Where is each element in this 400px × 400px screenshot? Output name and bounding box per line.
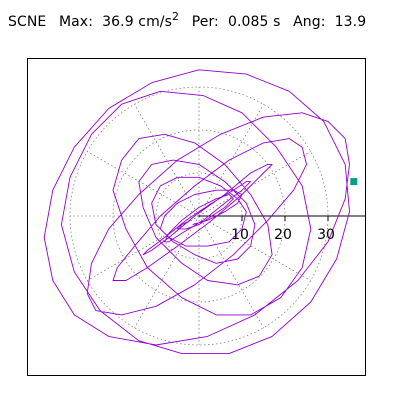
plot-header: SCNE Max: 36.9 cm/s2 Per: 0.085 s Ang: 1…	[8, 10, 367, 30]
grid-spoke	[198, 104, 264, 217]
grid-spoke	[198, 151, 311, 217]
grid-spoke	[134, 215, 200, 328]
grid-spoke	[198, 215, 311, 281]
ring-label-10: 10	[231, 227, 249, 243]
component-label: SCNE	[8, 14, 47, 30]
ring-label-30: 30	[317, 227, 335, 243]
motion-trace	[43, 69, 350, 355]
grid-spoke	[198, 215, 264, 328]
max-label: Max:	[58, 14, 94, 30]
per-label: Per:	[191, 14, 219, 30]
hodogram-chart: 10 20 30	[43, 69, 365, 355]
max-marker	[350, 178, 358, 186]
grid-spoke	[87, 151, 200, 217]
hodogram-plot: 10 20 30	[27, 58, 366, 376]
max-value: 36.9	[102, 14, 134, 30]
max-unit: cm/s	[138, 14, 173, 30]
ang-label: Ang:	[293, 14, 326, 30]
ring-label-20: 20	[274, 227, 292, 243]
per-value: 0.085 s	[227, 14, 281, 30]
grid-spoke	[87, 215, 200, 281]
grid-spoke	[134, 104, 200, 217]
max-unit-exponent: 2	[172, 10, 180, 23]
ang-value: 13.9	[334, 14, 367, 30]
